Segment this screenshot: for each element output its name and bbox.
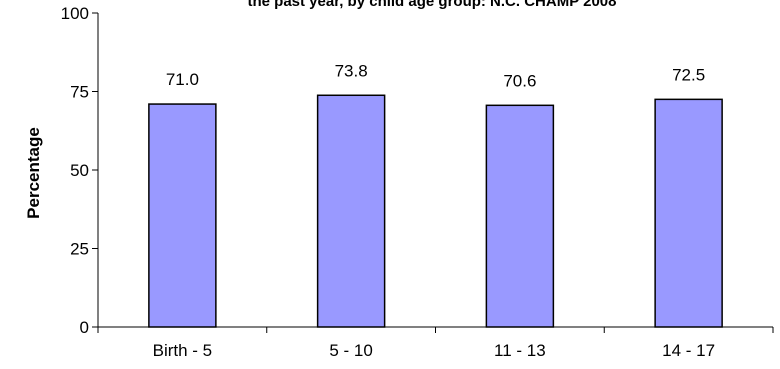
y-tick-label: 25 [70, 240, 89, 259]
data-label: 73.8 [335, 61, 368, 80]
x-tick-label: Birth - 5 [153, 341, 213, 360]
x-tick-label: 14 - 17 [662, 341, 715, 360]
x-ticks: Birth - 5 5 - 10 11 - 13 14 - 17 [153, 341, 715, 360]
data-labels: 71.0 73.8 70.6 72.5 [166, 61, 705, 90]
data-label: 72.5 [672, 65, 705, 84]
bar [316, 94, 386, 328]
bar [148, 103, 217, 328]
chart-title: the past year, by child age group: N.C. … [248, 0, 617, 10]
bars [148, 94, 723, 328]
data-label: 71.0 [166, 70, 199, 89]
y-tick-label: 0 [80, 318, 89, 337]
bar [485, 104, 555, 328]
data-label: 70.6 [503, 71, 536, 90]
y-tick-label: 50 [70, 161, 89, 180]
x-tick-label: 5 - 10 [329, 341, 372, 360]
y-axis-label: Percentage [24, 127, 43, 219]
y-ticks: 0 25 50 75 100 [61, 4, 89, 337]
bar [654, 98, 723, 328]
x-tick-label: 11 - 13 [494, 341, 546, 360]
y-tick-label: 75 [70, 83, 89, 102]
y-tick-label: 100 [61, 4, 89, 23]
